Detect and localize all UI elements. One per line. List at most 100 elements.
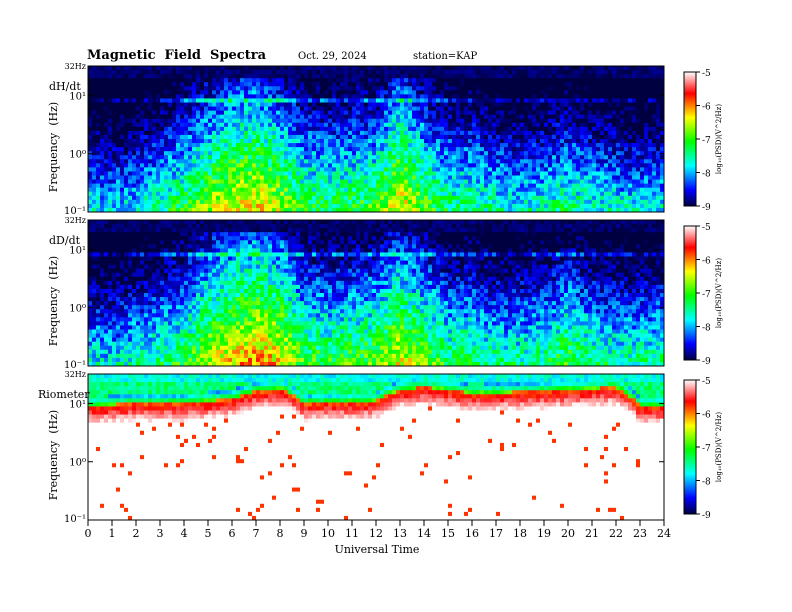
heat-cell [440, 130, 445, 136]
heat-cell [364, 163, 369, 168]
heat-cell [160, 130, 165, 136]
heat-cell [528, 199, 533, 205]
heat-cell [196, 171, 201, 176]
heat-cell [200, 207, 205, 213]
heat-cell [412, 203, 417, 209]
heat-cell [372, 155, 377, 160]
heat-cell [432, 82, 437, 87]
heat-cell [160, 66, 165, 71]
heat-cell [320, 78, 325, 83]
heat-cell [628, 122, 633, 128]
heat-cell [228, 167, 233, 172]
heat-cell [336, 179, 341, 185]
heat-cell [484, 199, 489, 205]
heat-cell [628, 106, 633, 112]
heat-cell [548, 98, 553, 103]
heat-cell [196, 199, 201, 205]
heat-cell [556, 203, 561, 209]
heat-cell [432, 207, 437, 213]
heat-cell [104, 151, 109, 156]
heat-cell [112, 82, 117, 87]
heat-cell [416, 203, 421, 209]
heat-cell [112, 199, 117, 205]
heat-cell [288, 134, 293, 140]
heat-cell [208, 130, 213, 136]
heat-cell [348, 187, 353, 193]
heat-cell [112, 106, 117, 112]
heat-cell [160, 102, 165, 107]
heat-cell [424, 171, 429, 176]
heat-cell [564, 179, 569, 185]
heat-cell [580, 94, 585, 99]
heat-cell [576, 70, 581, 75]
heat-cell [352, 74, 357, 79]
heat-cell [500, 167, 505, 172]
heat-cell [452, 126, 457, 132]
heat-cell [208, 167, 213, 172]
heat-cell [444, 126, 449, 132]
heat-cell [248, 114, 253, 120]
heat-cell [436, 82, 441, 87]
heat-cell [196, 179, 201, 185]
heat-cell [628, 179, 633, 185]
heat-cell [420, 94, 425, 99]
heat-cell [128, 159, 133, 164]
heat-cell [324, 106, 329, 112]
heat-cell [116, 167, 121, 172]
heat-cell [240, 159, 245, 164]
heat-cell [116, 207, 121, 213]
heat-cell [244, 98, 249, 103]
heat-cell [224, 163, 229, 168]
heat-cell [460, 134, 465, 140]
heat-cell [312, 126, 317, 132]
heat-cell [360, 167, 365, 172]
heat-cell [400, 130, 405, 136]
heat-cell [284, 143, 289, 148]
heat-cell [380, 118, 385, 124]
heat-cell [268, 114, 273, 120]
heat-cell [576, 134, 581, 140]
heat-cell [428, 70, 433, 75]
heat-cell [332, 130, 337, 136]
heat-cell [204, 130, 209, 136]
heat-cell [388, 70, 393, 75]
heat-cell [400, 134, 405, 140]
heat-cell [472, 70, 477, 75]
heat-cell [508, 179, 513, 185]
heat-cell [272, 130, 277, 136]
heat-cell [180, 179, 185, 185]
heat-cell [176, 134, 181, 140]
heat-cell [580, 134, 585, 140]
heat-cell [404, 74, 409, 79]
heat-cell [592, 171, 597, 176]
heat-cell [556, 134, 561, 140]
heat-cell [364, 126, 369, 132]
heat-cell [484, 94, 489, 99]
heat-cell [600, 195, 605, 201]
heat-cell [380, 179, 385, 185]
heat-cell [480, 147, 485, 152]
heat-cell [380, 130, 385, 136]
heat-cell [408, 122, 413, 128]
heat-cell [228, 171, 233, 176]
heat-cell [492, 114, 497, 120]
heat-cell [468, 151, 473, 156]
heat-cell [112, 86, 117, 91]
heat-cell [300, 159, 305, 164]
heat-cell [104, 143, 109, 148]
heat-cell [528, 122, 533, 128]
heat-cell [532, 143, 537, 148]
heat-cell [132, 163, 137, 168]
heat-cell [280, 74, 285, 79]
heat-cell [576, 179, 581, 185]
heat-cell [460, 118, 465, 124]
heat-cell [216, 70, 221, 75]
heat-cell [412, 110, 417, 116]
heat-cell [320, 147, 325, 152]
heat-cell [384, 183, 389, 189]
heat-cell [640, 70, 645, 75]
heat-cell [508, 130, 513, 136]
heat-cell [108, 102, 113, 107]
heat-cell [200, 86, 205, 91]
heat-cell [136, 171, 141, 176]
